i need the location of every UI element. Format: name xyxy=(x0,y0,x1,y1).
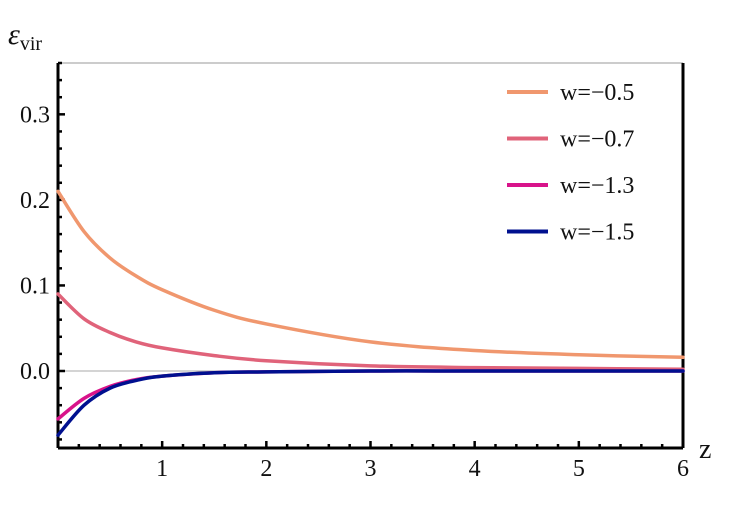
legend: w=−0.5 w=−0.7 w=−1.3 w=−1.5 xyxy=(507,80,634,246)
x-tick-label: 5 xyxy=(573,456,585,482)
x-tick-label: 2 xyxy=(260,456,272,482)
y-tick-label: 0.2 xyxy=(20,188,50,214)
y-axis-label-subscript: vir xyxy=(20,33,43,55)
y-tick-label: 0.1 xyxy=(20,273,50,299)
series-line-3 xyxy=(56,369,685,437)
series-line-0 xyxy=(56,189,685,360)
plot-frame xyxy=(56,62,685,450)
legend-label: w=−1.3 xyxy=(560,173,634,199)
axis-ticks: 0.0 0.1 0.2 0.3 1 2 3 4 5 6 xyxy=(20,61,689,482)
series-line-1 xyxy=(56,292,685,372)
y-tick-label: 0.3 xyxy=(20,102,50,128)
x-tick-label: 4 xyxy=(469,456,481,482)
series-group xyxy=(56,189,685,437)
legend-label: w=−0.5 xyxy=(560,80,634,106)
legend-label: w=−1.5 xyxy=(560,220,634,246)
y-axis-label: εvir xyxy=(8,18,42,55)
y-tick-label: 0.0 xyxy=(20,359,50,385)
legend-label: w=−0.7 xyxy=(560,127,634,153)
x-tick-label: 1 xyxy=(156,456,168,482)
x-axis-label: z xyxy=(699,434,711,465)
x-tick-label: 6 xyxy=(677,456,689,482)
x-tick-label: 3 xyxy=(365,456,377,482)
